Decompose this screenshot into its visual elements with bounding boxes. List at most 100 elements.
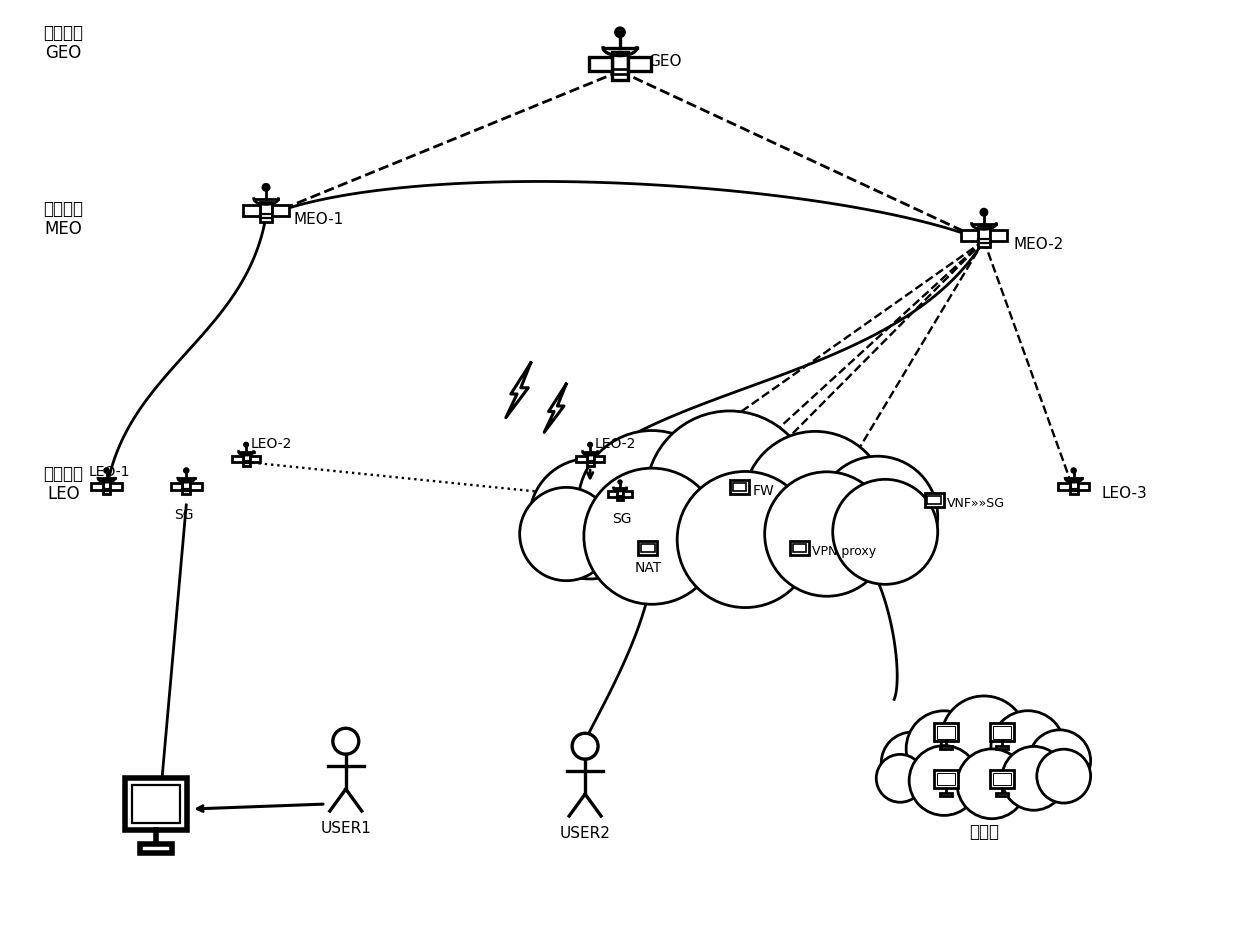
Text: GEO: GEO (46, 44, 82, 62)
Circle shape (618, 480, 622, 484)
Bar (641, 544, 655, 552)
Bar (639, 541, 657, 555)
Bar (608, 491, 618, 497)
Circle shape (104, 468, 109, 473)
Circle shape (941, 696, 1027, 782)
Bar (996, 793, 1008, 796)
Text: USER1: USER1 (320, 822, 371, 837)
Bar (993, 726, 1011, 739)
Bar (243, 453, 249, 466)
Circle shape (572, 733, 598, 759)
Bar (272, 206, 289, 216)
Circle shape (909, 745, 978, 816)
Bar (594, 456, 604, 462)
Bar (243, 206, 260, 216)
Circle shape (184, 468, 188, 473)
Bar (260, 202, 272, 223)
Circle shape (743, 431, 887, 575)
Bar (990, 230, 1007, 241)
Bar (928, 496, 941, 505)
Text: LEO-2: LEO-2 (595, 437, 636, 451)
Circle shape (906, 711, 982, 786)
Text: LEO-3: LEO-3 (1101, 486, 1147, 502)
Bar (1070, 480, 1078, 494)
Text: NAT: NAT (635, 561, 662, 575)
Bar (790, 541, 808, 555)
Bar (249, 456, 260, 462)
Text: MEO-2: MEO-2 (1014, 237, 1064, 252)
Text: 低轨卫星: 低轨卫星 (43, 465, 83, 483)
Circle shape (332, 728, 358, 754)
Text: LEO: LEO (47, 485, 79, 503)
Circle shape (833, 480, 937, 585)
Circle shape (262, 184, 270, 191)
Bar (91, 483, 103, 490)
Circle shape (646, 411, 813, 578)
Bar (589, 57, 613, 71)
Circle shape (520, 487, 613, 581)
Bar (940, 793, 952, 796)
Bar (993, 773, 1011, 785)
Bar (730, 480, 749, 494)
Text: 中轨卫星: 中轨卫星 (43, 200, 83, 218)
Bar (925, 493, 944, 507)
Circle shape (578, 430, 725, 578)
Circle shape (882, 732, 944, 794)
Bar (182, 480, 190, 494)
Bar (103, 480, 110, 494)
Bar (232, 456, 243, 462)
Circle shape (615, 27, 625, 37)
Bar (996, 745, 1008, 749)
Bar (935, 724, 957, 742)
Text: VNF»»SG: VNF»»SG (947, 497, 1006, 510)
Circle shape (1002, 746, 1065, 810)
Circle shape (957, 749, 1027, 819)
Circle shape (677, 471, 813, 607)
Bar (577, 456, 587, 462)
Bar (613, 51, 627, 80)
Bar (733, 483, 746, 491)
Bar (937, 726, 955, 739)
Text: MEO-1: MEO-1 (294, 212, 345, 228)
Text: LEO-2: LEO-2 (250, 437, 293, 451)
Circle shape (584, 468, 720, 605)
Bar (1078, 483, 1089, 490)
Circle shape (244, 443, 248, 447)
Bar (622, 491, 632, 497)
Bar (935, 770, 957, 788)
Circle shape (529, 459, 650, 579)
Bar (587, 453, 594, 466)
Text: SG: SG (613, 512, 631, 526)
Circle shape (1071, 468, 1076, 473)
Text: 高轨卫星: 高轨卫星 (43, 25, 83, 42)
Circle shape (877, 754, 924, 803)
Bar (940, 745, 952, 749)
Circle shape (765, 472, 889, 596)
Bar (618, 489, 622, 501)
Circle shape (1029, 730, 1091, 792)
Text: MEO: MEO (45, 220, 83, 238)
Circle shape (1037, 749, 1091, 803)
Text: 地面站: 地面站 (968, 823, 999, 841)
Circle shape (588, 443, 593, 447)
Bar (110, 483, 122, 490)
Circle shape (980, 208, 988, 216)
Bar (991, 770, 1013, 788)
Circle shape (991, 711, 1065, 784)
Bar (937, 773, 955, 785)
Text: FW: FW (753, 484, 774, 498)
Bar (1058, 483, 1070, 490)
Text: VPN proxy: VPN proxy (812, 545, 877, 558)
Text: GEO: GEO (649, 53, 682, 69)
Bar (792, 544, 806, 552)
Bar (133, 785, 180, 823)
Bar (190, 483, 202, 490)
Bar (961, 230, 978, 241)
Bar (991, 724, 1013, 742)
Bar (978, 227, 990, 248)
Text: USER2: USER2 (559, 826, 610, 842)
Text: SG: SG (175, 507, 193, 522)
Bar (171, 483, 182, 490)
Bar (627, 57, 651, 71)
Bar (140, 843, 172, 853)
